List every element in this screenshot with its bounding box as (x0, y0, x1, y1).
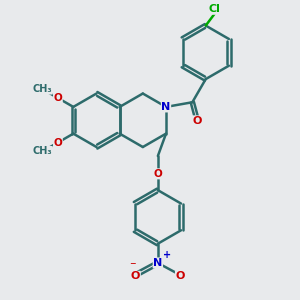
Text: O: O (53, 93, 62, 103)
Text: O: O (154, 169, 162, 179)
Text: CH₃: CH₃ (33, 146, 52, 157)
Text: O: O (193, 116, 202, 126)
Text: N: N (161, 102, 171, 112)
Text: O: O (53, 138, 62, 148)
Text: Cl: Cl (209, 4, 220, 14)
Text: O: O (131, 272, 140, 281)
Text: ⁻: ⁻ (130, 260, 136, 273)
Text: O: O (176, 272, 185, 281)
Text: +: + (163, 250, 171, 260)
Text: CH₃: CH₃ (33, 84, 52, 94)
Text: N: N (153, 258, 163, 268)
